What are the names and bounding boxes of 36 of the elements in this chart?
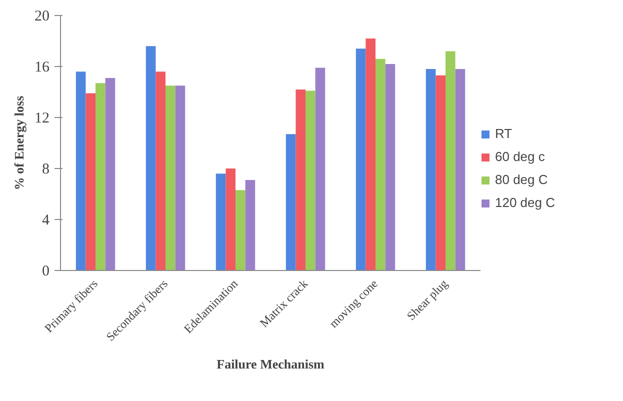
bar [446, 51, 456, 270]
y-tick-label: 16 [34, 60, 50, 76]
legend-label: RT [495, 126, 514, 141]
bar [105, 78, 116, 270]
bar [226, 168, 236, 270]
bar [76, 72, 86, 270]
bar [245, 180, 256, 270]
y-tick-label: 12 [34, 110, 50, 126]
bar [455, 69, 466, 270]
bar [236, 190, 246, 270]
y-tick-label: 8 [42, 162, 50, 178]
y-tick-label: 20 [34, 8, 50, 24]
y-tick-label: 4 [42, 212, 50, 228]
bar [175, 86, 186, 270]
bar [286, 134, 296, 270]
bar [436, 75, 446, 270]
bar [166, 86, 176, 270]
bar [366, 38, 376, 270]
bar [86, 93, 96, 270]
y-tick-label: 0 [42, 264, 50, 280]
x-axis-title: Failure Mechanism [216, 356, 325, 372]
bar [146, 46, 156, 270]
bar [356, 48, 366, 270]
bar [426, 69, 436, 270]
bar [306, 90, 316, 270]
bar [156, 72, 166, 270]
bar [96, 83, 106, 270]
y-axis-title: % of Energy loss [12, 96, 26, 190]
legend-label: 80 deg C [495, 172, 548, 187]
bar [315, 68, 326, 270]
bar [296, 89, 306, 270]
bar [376, 58, 386, 270]
legend-label: 120 deg C [495, 195, 555, 210]
bar [385, 64, 396, 270]
bar [216, 174, 226, 270]
legend-label: 60 deg c [495, 149, 545, 164]
